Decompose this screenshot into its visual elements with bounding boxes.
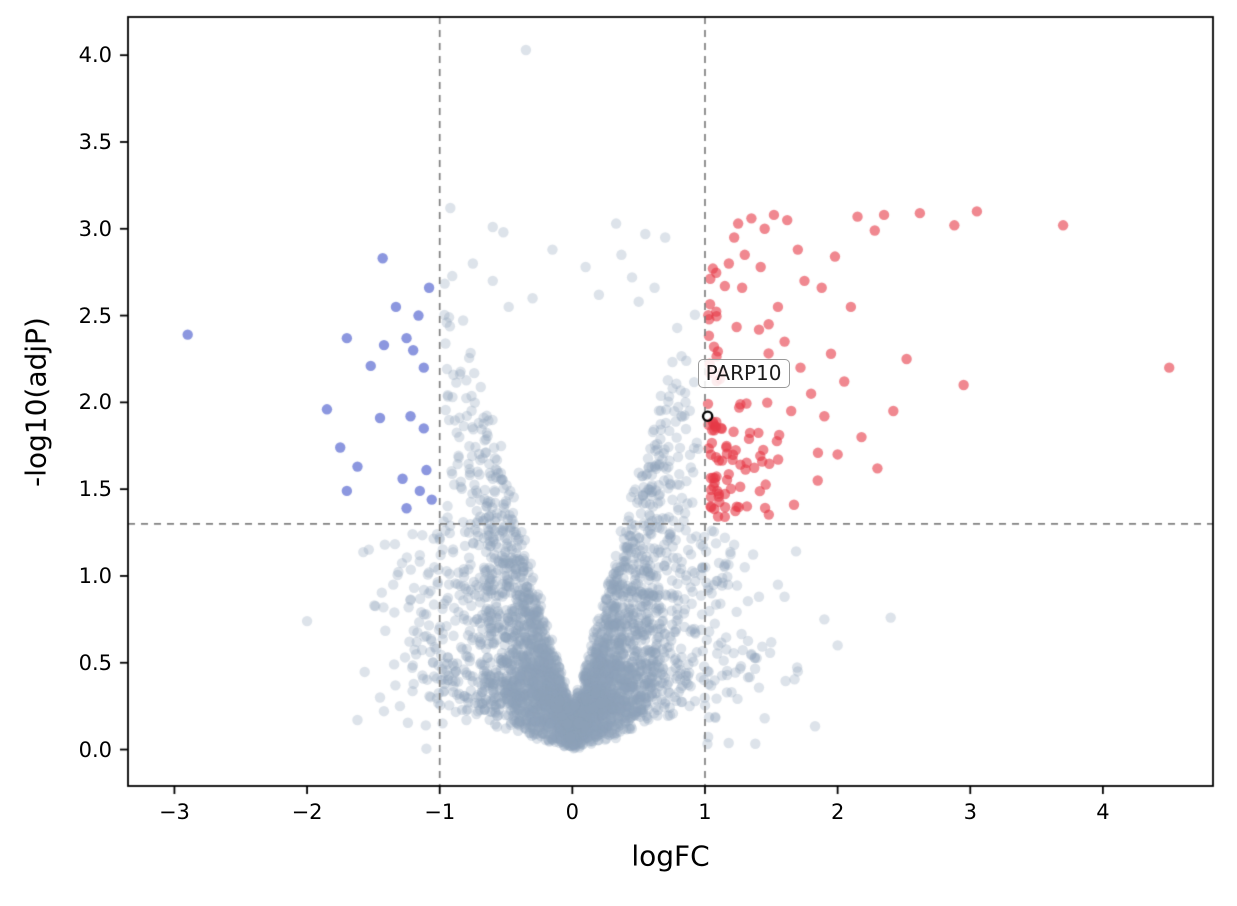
x-tick-label: 1 <box>698 800 712 824</box>
x-tick-label: 3 <box>963 800 977 824</box>
x-tick-label: 0 <box>565 800 580 824</box>
y-tick-label: 1.0 <box>78 563 112 588</box>
y-tick-label: 4.0 <box>78 43 112 68</box>
gene-label-parp10: PARP10 <box>697 359 790 389</box>
x-tick-label: 4 <box>1096 800 1110 824</box>
x-axis-label: logFC <box>631 839 710 873</box>
y-tick-label: 0.5 <box>78 650 112 675</box>
y-tick-label: 3.5 <box>78 129 112 154</box>
y-tick-label: 1.5 <box>78 477 112 502</box>
x-tick-label: −1 <box>424 800 456 824</box>
y-tick-label: 3.0 <box>78 216 112 241</box>
y-tick-label: 2.5 <box>78 303 112 328</box>
x-tick-label: 2 <box>830 800 845 824</box>
y-tick-label: 0.0 <box>78 737 112 762</box>
x-tick-label: −2 <box>291 800 323 824</box>
y-tick-label: 2.0 <box>78 390 112 415</box>
x-tick-label: −3 <box>158 800 190 824</box>
